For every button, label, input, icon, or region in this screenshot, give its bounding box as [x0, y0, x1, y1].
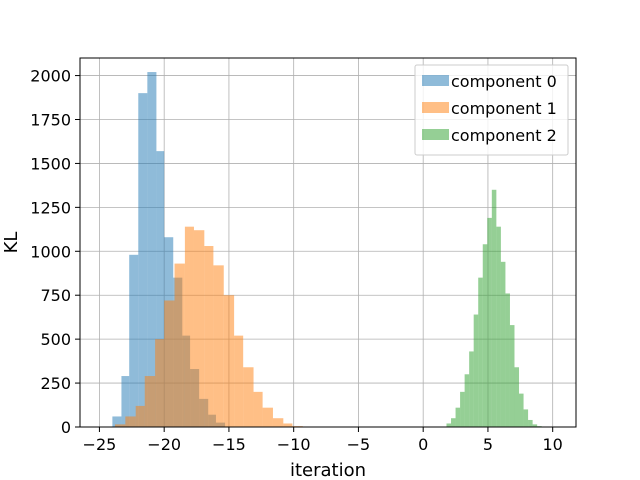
histogram-bar: [125, 416, 136, 427]
histogram-bar: [496, 226, 501, 427]
histogram-bar: [469, 351, 474, 427]
x-tick-label: −20: [147, 435, 181, 454]
histogram-bar: [253, 391, 263, 427]
histogram-bar: [514, 367, 520, 427]
y-tick-label: 1750: [30, 111, 71, 130]
legend: component 0 component 1 component 2: [414, 64, 569, 156]
histogram-bar: [184, 226, 194, 427]
legend-label: component 0: [451, 72, 557, 91]
histogram-bar: [482, 244, 488, 427]
y-axis-label: KL: [1, 232, 22, 254]
histogram-bar: [460, 391, 465, 427]
series-2-bars: [446, 189, 542, 427]
histogram-bars: [112, 72, 542, 428]
histogram-bar: [129, 254, 139, 427]
x-tick-label: 10: [543, 435, 563, 454]
histogram-bar: [174, 263, 185, 427]
histogram-bar: [193, 230, 205, 427]
plot-area-frame: [79, 57, 577, 428]
legend-swatch: [422, 102, 449, 113]
histogram-bar: [446, 423, 452, 427]
legend-swatch: [422, 75, 449, 86]
histogram-bar: [138, 93, 148, 428]
histogram-bar: [155, 339, 165, 427]
histogram-bar: [283, 423, 293, 427]
histogram-bar: [262, 407, 273, 427]
x-axis-label: iteration: [290, 460, 366, 480]
x-tick-label: 0: [418, 435, 428, 454]
histogram-bar: [505, 293, 510, 427]
histogram-bar: [272, 418, 284, 427]
legend-swatch: [422, 129, 449, 140]
y-tick-label: 1250: [30, 198, 71, 217]
y-tick-label: 1000: [30, 242, 71, 261]
histogram-bar: [491, 189, 497, 427]
histogram-bar: [114, 424, 126, 427]
x-tick-label: −15: [212, 435, 246, 454]
y-tick-label: 500: [40, 330, 71, 349]
histogram-bar: [478, 277, 483, 427]
x-tick-label: 5: [483, 435, 493, 454]
histogram-bar: [487, 217, 492, 427]
histogram-bar: [164, 300, 175, 427]
x-tick-label: −10: [277, 435, 311, 454]
x-tick-label: −25: [83, 435, 117, 454]
histogram-bar: [144, 376, 156, 427]
histogram-bar: [213, 265, 224, 427]
histogram-bar: [156, 151, 165, 427]
axis-ticks: −25 −20 −15 −10 −5 0 5 10 0 250 500 750 1000 1250 1500…: [30, 67, 563, 454]
legend-label: component 2: [451, 126, 557, 145]
histogram-bar: [121, 376, 130, 427]
series-1-bars: [114, 226, 303, 427]
histogram-bar: [523, 409, 529, 427]
legend-frame: [414, 64, 569, 156]
y-tick-label: 250: [40, 374, 71, 393]
y-tick-label: 0: [61, 418, 71, 437]
histogram-bar: [204, 246, 214, 427]
histogram-bar: [234, 335, 244, 427]
histogram-bar: [455, 407, 461, 427]
histogram-bar: [223, 295, 235, 427]
histogram-bar: [519, 393, 524, 427]
histogram-bar: [509, 325, 515, 427]
histogram-bar: [135, 405, 145, 427]
histogram-bar: [147, 72, 157, 428]
histogram-bar: [112, 416, 122, 427]
histogram-bar: [243, 367, 254, 427]
histogram-bar: [451, 418, 456, 427]
y-tick-label: 1500: [30, 154, 71, 173]
histogram-bar: [532, 424, 538, 427]
y-tick-label: 750: [40, 286, 71, 305]
histogram-bar: [473, 314, 479, 427]
histogram-bar: [464, 374, 470, 427]
x-tick-label: −5: [347, 435, 371, 454]
legend-label: component 1: [451, 99, 557, 118]
y-tick-label: 2000: [30, 67, 71, 86]
histogram-bar: [500, 261, 506, 427]
histogram-bar: [528, 419, 533, 427]
